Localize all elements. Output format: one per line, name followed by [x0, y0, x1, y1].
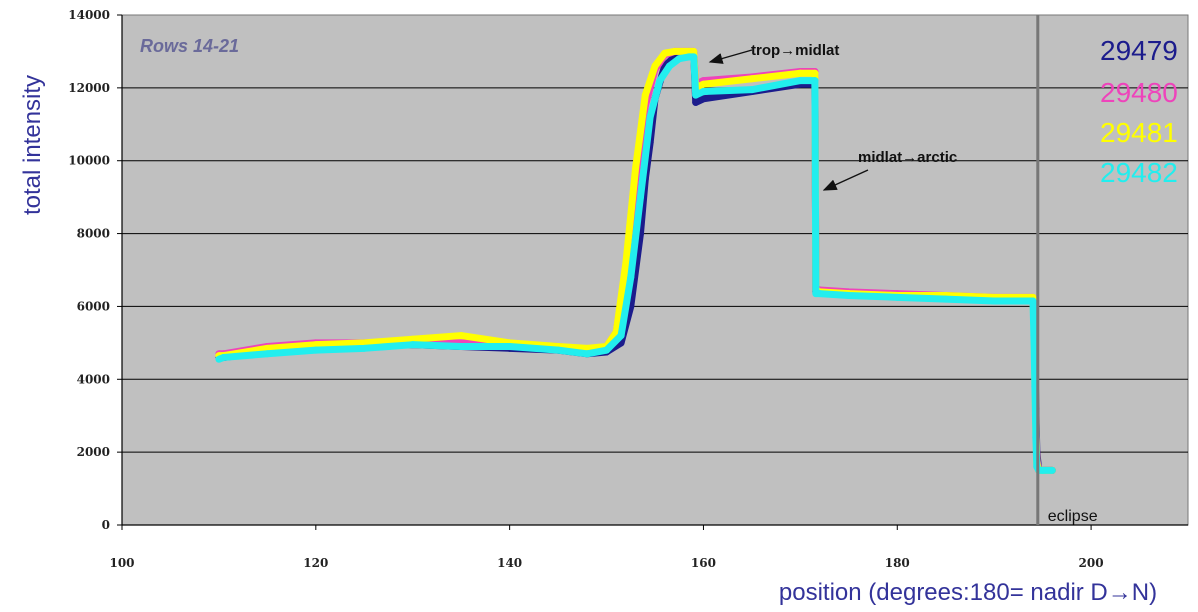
legend-item-29482: 29482: [1100, 157, 1178, 188]
data-point: [748, 75, 756, 83]
data-point: [656, 77, 664, 85]
midlat-arctic-arrow: [822, 169, 869, 191]
data-point: [636, 193, 644, 201]
data-point: [1030, 332, 1038, 340]
x-tick-label: 100: [109, 556, 134, 570]
y-tick-label: 4000: [77, 372, 110, 386]
data-point: [457, 332, 465, 340]
y-tick-label: 0: [102, 518, 110, 532]
trop-midlat-arrow: [708, 49, 753, 64]
data-point: [263, 350, 271, 358]
data-point: [699, 80, 707, 88]
data-point: [627, 273, 635, 281]
y-tick-label: 2000: [77, 445, 110, 459]
y-tick-label: 8000: [77, 227, 110, 241]
data-point: [893, 293, 901, 301]
data-point: [816, 290, 824, 298]
data-point: [1039, 466, 1047, 474]
data-point: [942, 295, 950, 303]
x-tick-label: 140: [497, 556, 522, 570]
data-point: [685, 53, 693, 61]
y-tick-label: 12000: [68, 81, 110, 95]
data-point: [680, 47, 688, 55]
legend: 29479 29480 29481 29482: [1100, 35, 1178, 188]
data-point: [409, 341, 417, 349]
x-tick-label: 200: [1079, 556, 1104, 570]
data-point: [1048, 466, 1056, 474]
data-point: [1029, 297, 1037, 305]
data-point: [646, 113, 654, 121]
y-axis-title: total intensity: [19, 75, 46, 215]
data-point: [651, 62, 659, 70]
data-point: [506, 343, 514, 350]
data-point: [554, 346, 562, 354]
legend-item-29481: 29481: [1100, 117, 1178, 148]
data-point: [622, 259, 630, 267]
x-tick-label: 180: [885, 556, 910, 570]
data-point: [675, 55, 683, 63]
data-point: [263, 344, 271, 352]
data-point: [748, 86, 756, 94]
data-point: [312, 346, 320, 354]
midlat-arctic-label: midlat→arctic: [858, 149, 957, 166]
data-point: [796, 77, 804, 85]
data-point: [796, 69, 804, 77]
data-point: [670, 47, 678, 55]
data-point: [360, 344, 368, 352]
data-point: [811, 69, 819, 77]
data-point: [699, 95, 707, 103]
series-29482: [215, 53, 1056, 474]
axes: [117, 14, 1188, 530]
data-point: [641, 91, 649, 99]
data-point: [661, 49, 669, 57]
data-point: [409, 335, 417, 343]
data-point: [690, 47, 698, 55]
y-tick-label: 6000: [77, 299, 110, 313]
data-point: [220, 353, 228, 361]
data-point: [312, 341, 320, 349]
x-axis-title: position (degrees:180= nadir D→N): [779, 579, 1157, 606]
data-point: [845, 292, 853, 299]
data-point: [617, 332, 625, 340]
data-point: [632, 164, 640, 172]
data-point: [692, 91, 700, 99]
data-series: [215, 47, 1056, 474]
trop-midlat-label: trop→midlat: [751, 42, 839, 59]
data-point: [690, 53, 698, 61]
legend-item-29479: 29479: [1100, 35, 1178, 66]
data-point: [583, 350, 591, 358]
legend-item-29480: 29480: [1100, 77, 1178, 108]
data-point: [990, 297, 998, 305]
y-tick-label: 14000: [68, 8, 110, 22]
eclipse-label: eclipse: [1048, 508, 1098, 525]
data-point: [692, 98, 700, 106]
data-point: [360, 339, 368, 347]
data-point: [811, 77, 819, 85]
data-point: [699, 88, 707, 95]
axis-labels: 0 2000 4000 6000 8000 10000 12000 14000 100 120 14…: [68, 8, 1103, 570]
data-point: [666, 62, 674, 70]
data-point: [603, 346, 611, 354]
data-point: [457, 343, 465, 350]
x-tick-label: 120: [303, 556, 328, 570]
rows-label: Rows 14-21: [140, 36, 239, 56]
y-tick-label: 10000: [68, 154, 110, 168]
data-point: [685, 47, 693, 55]
x-tick-label: 160: [691, 556, 716, 570]
